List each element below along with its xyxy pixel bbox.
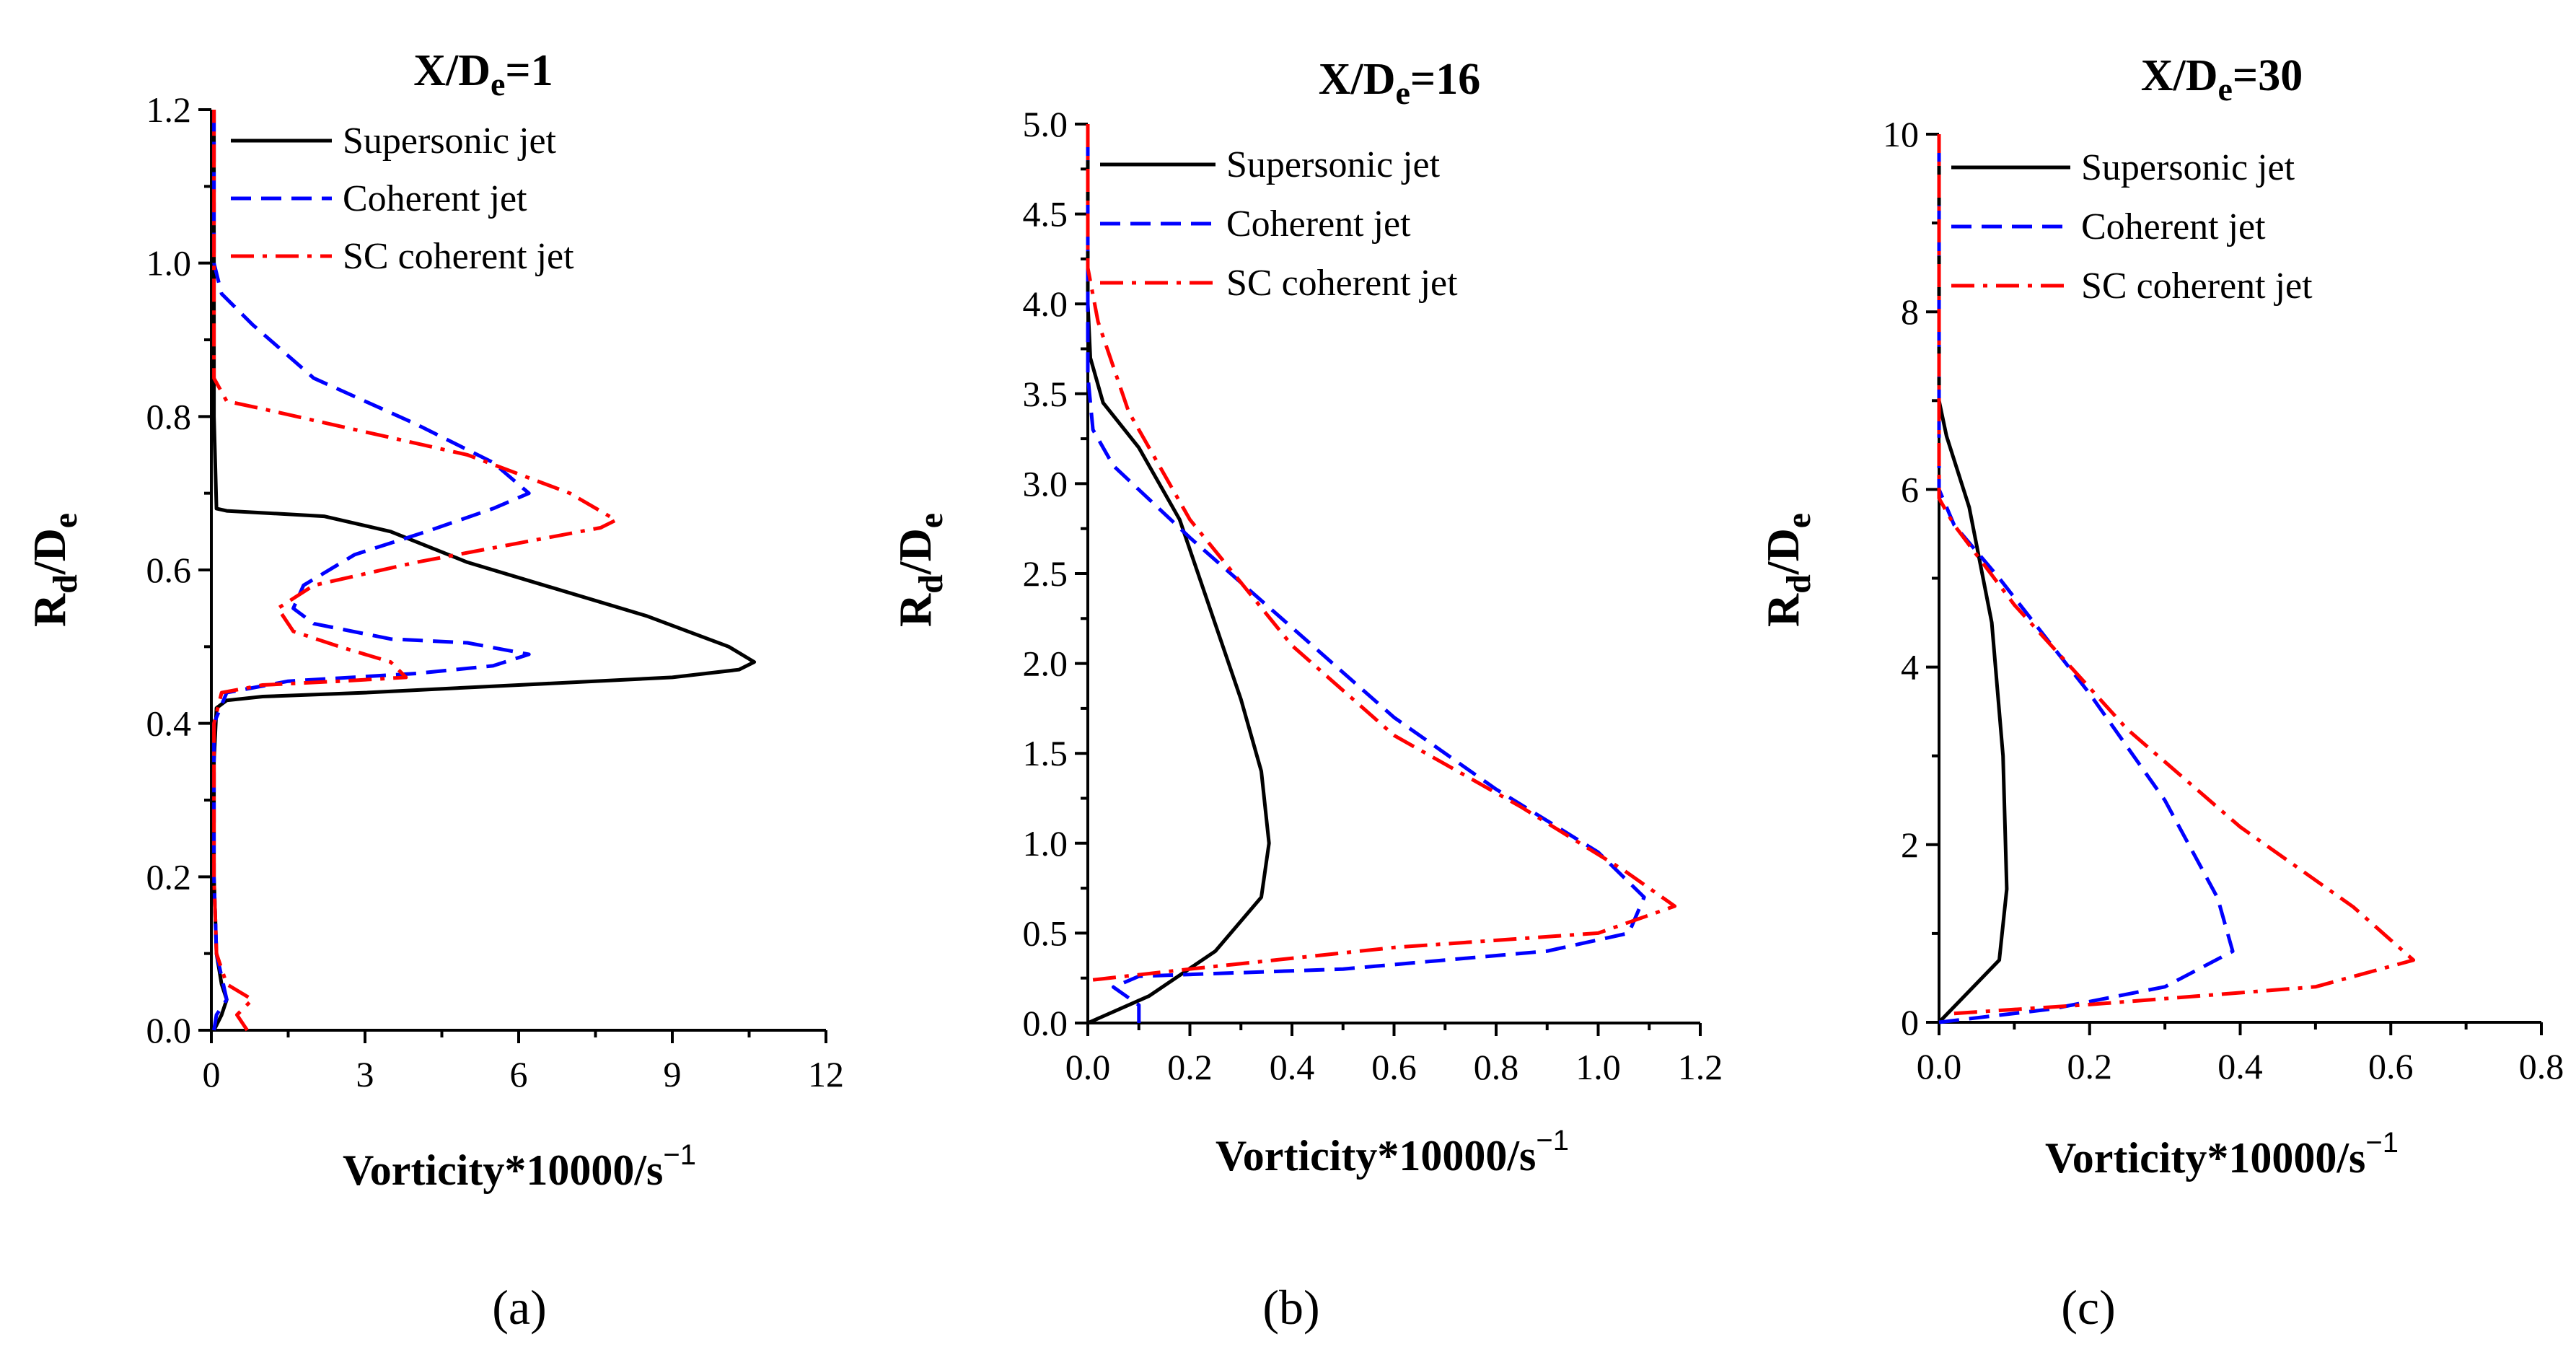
y-tick-label: 4.5 — [1023, 194, 1068, 234]
series-line-sc-coherent-jet — [1086, 124, 1677, 982]
legend-label: Supersonic jet — [2081, 147, 2295, 188]
x-axis-label: Vorticity*10000/s−1 — [1216, 1125, 1569, 1180]
x-tick-label: 0.0 — [1065, 1047, 1111, 1087]
series-line-supersonic-jet — [1937, 134, 2009, 1024]
y-tick-label: 1.2 — [146, 89, 192, 130]
y-tick-label: 3.5 — [1023, 374, 1068, 414]
y-tick-label: 2.0 — [1023, 644, 1068, 684]
x-axis-label: Vorticity*10000/s−1 — [343, 1139, 696, 1194]
x-tick-label: 1.0 — [1575, 1047, 1621, 1087]
x-tick-label: 0.8 — [2519, 1046, 2564, 1087]
x-axis-label: Vorticity*10000/s−1 — [2045, 1127, 2399, 1182]
x-tick-label: 12 — [808, 1054, 844, 1094]
series-line-sc-coherent-jet — [212, 110, 618, 1032]
chart-title: X/De=30 — [2141, 51, 2303, 107]
legend-label: Coherent jet — [1226, 203, 1411, 245]
y-tick-label: 0.5 — [1023, 913, 1068, 953]
y-tick-label: 0.6 — [146, 550, 192, 590]
chart-title: X/De=1 — [413, 46, 553, 102]
y-tick-label: 0.0 — [1023, 1003, 1068, 1043]
series-line-coherent-jet — [1086, 124, 1646, 1023]
legend-label: SC coherent jet — [1226, 263, 1458, 304]
x-tick-label: 0.2 — [1167, 1047, 1213, 1087]
chart-panel-3: 0 2 4 6 8 10 0.0 0.2 0.4 0.6 0.8 Supersonic jet Cohe… — [1757, 51, 2564, 1335]
x-tick-label: 3 — [356, 1054, 374, 1094]
legend-label: Coherent jet — [343, 178, 527, 219]
panel-label: (b) — [1262, 1280, 1319, 1335]
x-tick-label: 1.2 — [1678, 1047, 1723, 1087]
x-tick-label: 9 — [664, 1054, 682, 1094]
panel-label: (c) — [2061, 1280, 2115, 1335]
y-axis-label: Rd/De — [24, 513, 84, 627]
chart-panel-2: 0.0 0.5 1.0 1.5 2.0 2.5 3.0 3.5 4.0 4.5 5.0 0.0 0.2 0… — [889, 55, 1723, 1335]
series-line-supersonic-jet — [1086, 124, 1271, 1025]
y-axis-label: Rd/De — [889, 513, 950, 627]
panel-label: (a) — [492, 1280, 546, 1335]
x-tick-label: 0.0 — [1917, 1046, 1962, 1087]
y-tick-label: 0.4 — [146, 703, 192, 744]
chart-title: X/De=16 — [1319, 55, 1481, 111]
legend-label: Supersonic jet — [343, 120, 557, 162]
y-tick-label: 0 — [1901, 1002, 1919, 1042]
legend-label: Coherent jet — [2081, 206, 2266, 247]
y-tick-label: 4 — [1901, 647, 1919, 688]
x-tick-label: 0.8 — [1474, 1047, 1519, 1087]
series-line-coherent-jet — [212, 110, 531, 1031]
y-tick-label: 4.0 — [1023, 284, 1068, 324]
y-tick-label: 0.8 — [146, 396, 192, 436]
chart-panel-1: 0.0 0.2 0.4 0.6 0.8 1.0 1.2 0 3 6 9 12 Supersonic je… — [24, 46, 844, 1335]
series-line-sc-coherent-jet — [1937, 134, 2416, 1016]
x-tick-label: 0 — [203, 1054, 221, 1094]
legend-label: Supersonic jet — [1226, 144, 1441, 185]
x-tick-label: 0.2 — [2067, 1046, 2113, 1087]
y-tick-label: 5.0 — [1023, 104, 1068, 144]
y-tick-label: 2 — [1901, 825, 1919, 865]
x-tick-label: 0.4 — [1270, 1047, 1315, 1087]
x-tick-label: 0.4 — [2217, 1046, 2263, 1087]
y-tick-label: 6 — [1901, 469, 1919, 509]
y-tick-label: 1.5 — [1023, 733, 1068, 773]
y-axis-label: Rd/De — [1757, 513, 1818, 627]
y-tick-label: 8 — [1901, 291, 1919, 332]
x-tick-label: 6 — [510, 1054, 528, 1094]
y-tick-label: 0.0 — [146, 1010, 192, 1050]
y-tick-label: 3.0 — [1023, 463, 1068, 504]
y-tick-label: 1.0 — [146, 243, 192, 284]
y-tick-label: 0.2 — [146, 856, 192, 897]
legend-label: SC coherent jet — [2081, 265, 2313, 307]
y-tick-label: 1.0 — [1023, 823, 1068, 864]
y-tick-label: 10 — [1883, 114, 1919, 154]
x-tick-label: 0.6 — [1371, 1047, 1417, 1087]
y-tick-label: 2.5 — [1023, 553, 1068, 594]
legend-label: SC coherent jet — [343, 236, 574, 277]
x-tick-label: 0.6 — [2368, 1046, 2414, 1087]
